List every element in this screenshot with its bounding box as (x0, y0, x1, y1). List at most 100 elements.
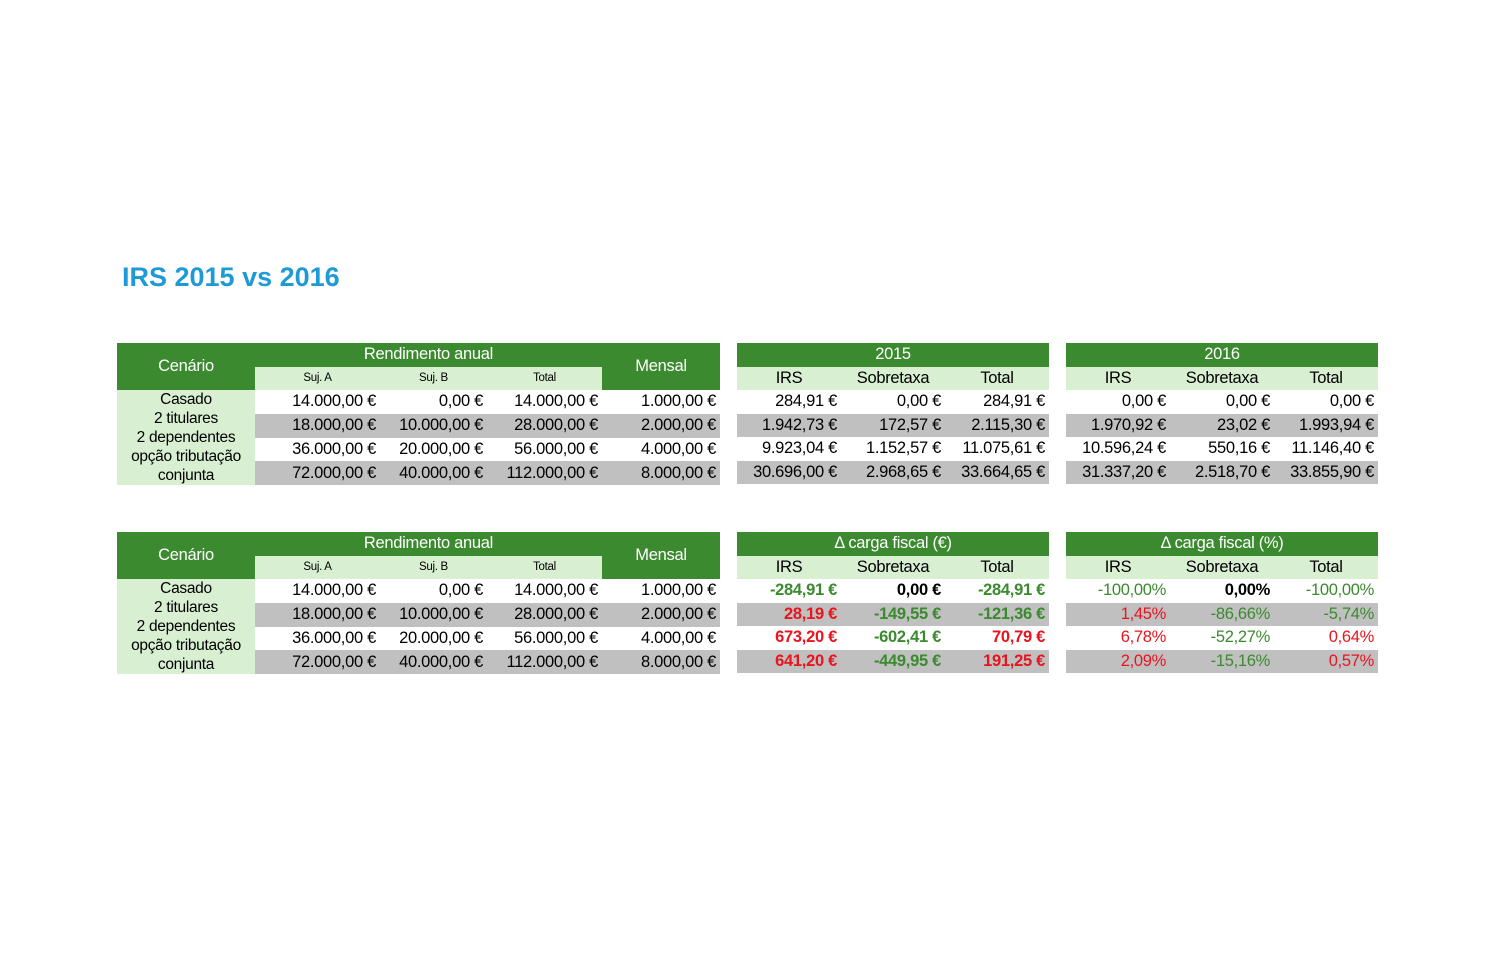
table-row: 28,19 € -149,55 € -121,36 € (737, 602, 1049, 626)
cenario-line: 2 titulares (154, 410, 218, 427)
tax-2016-table: 2016 IRS Sobretaxa Total 0,00 €0,00 €0,00 €1… (1066, 343, 1378, 484)
value-cell: -602,41 € (873, 628, 941, 647)
income-table-top: Cenário Rendimento anual Mensal Suj. A Suj. … (117, 343, 720, 485)
value-cell: -100,00% (1305, 581, 1375, 600)
header-row: 2016 (1066, 343, 1378, 367)
table-title: 2016 (1066, 343, 1378, 367)
value-cell: 30.696,00 € (737, 460, 841, 484)
value-cell: 8.000,00 € (602, 461, 720, 485)
table-row: 6,78% -52,27% 0,64% (1066, 626, 1378, 650)
table-row: 36.000,00 € 20.000,00 € 56.000,00 € 4.000,0… (117, 627, 720, 651)
cenario-line: Casado (160, 580, 212, 597)
value-cell: 10.596,24 € (1082, 439, 1166, 458)
value-cell: 673,20 € (775, 628, 837, 647)
value-cell: 33.855,90 € (1274, 460, 1378, 484)
table-row: Casado 2 titulares 2 dependentes opção trib… (117, 390, 720, 485)
subheader-row: IRS Sobretaxa Total (737, 366, 1049, 390)
value-cell: 1.152,57 € (866, 439, 941, 458)
value-cell: 23,02 € (1170, 413, 1274, 437)
value-cell: 0,00 € (438, 392, 483, 411)
value-cell: 1.942,73 € (737, 413, 841, 437)
header-row: Δ carga fiscal (€) (737, 532, 1049, 556)
header-row: Δ carga fiscal (%) (1066, 532, 1378, 556)
table-row: 1,45% -86,66% -5,74% (1066, 602, 1378, 626)
value-cell: 2,09% (1066, 649, 1170, 673)
table-row: 72.000,00 €40.000,00 €112.000,00 €8.000,… (117, 461, 720, 485)
value-cell: 0,00 € (438, 581, 483, 600)
value-cell: -52,27% (1210, 628, 1271, 647)
subheader-cell: Sobretaxa (841, 366, 945, 390)
cenario-cell: Casado 2 titulares 2 dependentes opção trib… (117, 390, 255, 485)
value-cell: 2.968,65 € (841, 460, 945, 484)
value-cell: 1.000,00 € (641, 581, 716, 600)
cenario-cell: Casado 2 titulares 2 dependentes opção trib… (117, 579, 255, 674)
value-cell: 11.146,40 € (1291, 439, 1374, 458)
value-cell: 20.000,00 € (399, 439, 483, 458)
value-cell: 1.993,94 € (1274, 413, 1378, 437)
value-cell: 641,20 € (737, 649, 841, 673)
subheader-cell: Total (1274, 366, 1378, 390)
value-cell: 1.970,92 € (1066, 413, 1170, 437)
table-row: 10.596,24 € 550,16 € 11.146,40 € (1066, 437, 1378, 461)
rendimento-header: Rendimento anual (255, 343, 602, 367)
value-cell: 14.000,00 € (292, 581, 376, 600)
table-title: Δ carga fiscal (%) (1066, 532, 1378, 556)
subheader-cell: IRS (737, 366, 841, 390)
value-cell: 8.000,00 € (602, 650, 720, 674)
table-row: 18.000,00 €10.000,00 €28.000,00 €2.000,0… (117, 602, 720, 627)
table-row: 1.942,73 €172,57 €2.115,30 € (737, 413, 1049, 437)
cenario-line: conjunta (157, 467, 215, 484)
cenario-line: opção tributação (131, 637, 241, 654)
value-cell: 2.000,00 € (602, 413, 720, 438)
value-cell: 36.000,00 € (292, 628, 376, 647)
value-cell: 4.000,00 € (641, 439, 716, 458)
header-row: Cenário Rendimento anual Mensal (117, 343, 720, 390)
value-cell: -449,95 € (841, 649, 945, 673)
subheader-cell: Suj. A (255, 555, 380, 579)
value-cell: 191,25 € (945, 649, 1049, 673)
subheader-cell: IRS (737, 555, 841, 579)
value-cell: 284,91 € (775, 392, 837, 411)
table-row: 9.923,04 € 1.152,57 € 11.075,61 € (737, 437, 1049, 461)
value-cell: 172,57 € (841, 413, 945, 437)
table-row: -100,00% 0,00% -100,00% (1066, 579, 1378, 603)
value-cell: 10.000,00 € (380, 602, 487, 627)
value-cell: 0,64% (1328, 628, 1375, 647)
value-cell: 20.000,00 € (399, 628, 483, 647)
value-cell: 0,00% (1224, 581, 1271, 600)
subheader-cell: Total (487, 366, 602, 390)
table-title: 2015 (737, 343, 1049, 367)
tax-2015-table: 2015 IRS Sobretaxa Total 284,91 €0,00 €284,9… (737, 343, 1049, 484)
subheader-cell: Sobretaxa (1170, 555, 1274, 579)
value-cell: 14.000,00 € (514, 392, 598, 411)
value-cell: 1,45% (1066, 602, 1170, 626)
value-cell: 2.000,00 € (602, 602, 720, 627)
value-cell: 112.000,00 € (487, 650, 602, 674)
table-row: 0,00 € 0,00 € 0,00 € (1066, 390, 1378, 414)
value-cell: 11.075,61 € (962, 439, 1045, 458)
value-cell: -15,16% (1170, 649, 1274, 673)
value-cell: 1.000,00 € (641, 392, 716, 411)
value-cell: -121,36 € (945, 602, 1049, 626)
value-cell: 0,00 € (1121, 392, 1166, 411)
cenario-line: conjunta (157, 656, 215, 673)
table-row: 31.337,20 €2.518,70 €33.855,90 € (1066, 460, 1378, 484)
value-cell: 9.923,04 € (762, 439, 837, 458)
cenario-line: 2 titulares (154, 599, 218, 616)
value-cell: -284,91 € (977, 581, 1045, 600)
table-title: Δ carga fiscal (€) (737, 532, 1049, 556)
cenario-header: Cenário (117, 343, 255, 390)
subheader-row: IRS Sobretaxa Total (737, 555, 1049, 579)
value-cell: 18.000,00 € (255, 602, 380, 627)
value-cell: 70,79 € (992, 628, 1045, 647)
subheader-cell: Total (945, 555, 1049, 579)
subheader-cell: Total (1274, 555, 1378, 579)
value-cell: 2.518,70 € (1170, 460, 1274, 484)
table-row: 1.970,92 €23,02 €1.993,94 € (1066, 413, 1378, 437)
table-row: 36.000,00 € 20.000,00 € 56.000,00 € 4.000,0… (117, 438, 720, 462)
value-cell: -5,74% (1274, 602, 1378, 626)
value-cell: 0,00 € (1329, 392, 1374, 411)
subheader-row: Suj. A Suj. B Total (117, 366, 720, 390)
value-cell: 28.000,00 € (487, 413, 602, 438)
value-cell: 112.000,00 € (487, 461, 602, 485)
